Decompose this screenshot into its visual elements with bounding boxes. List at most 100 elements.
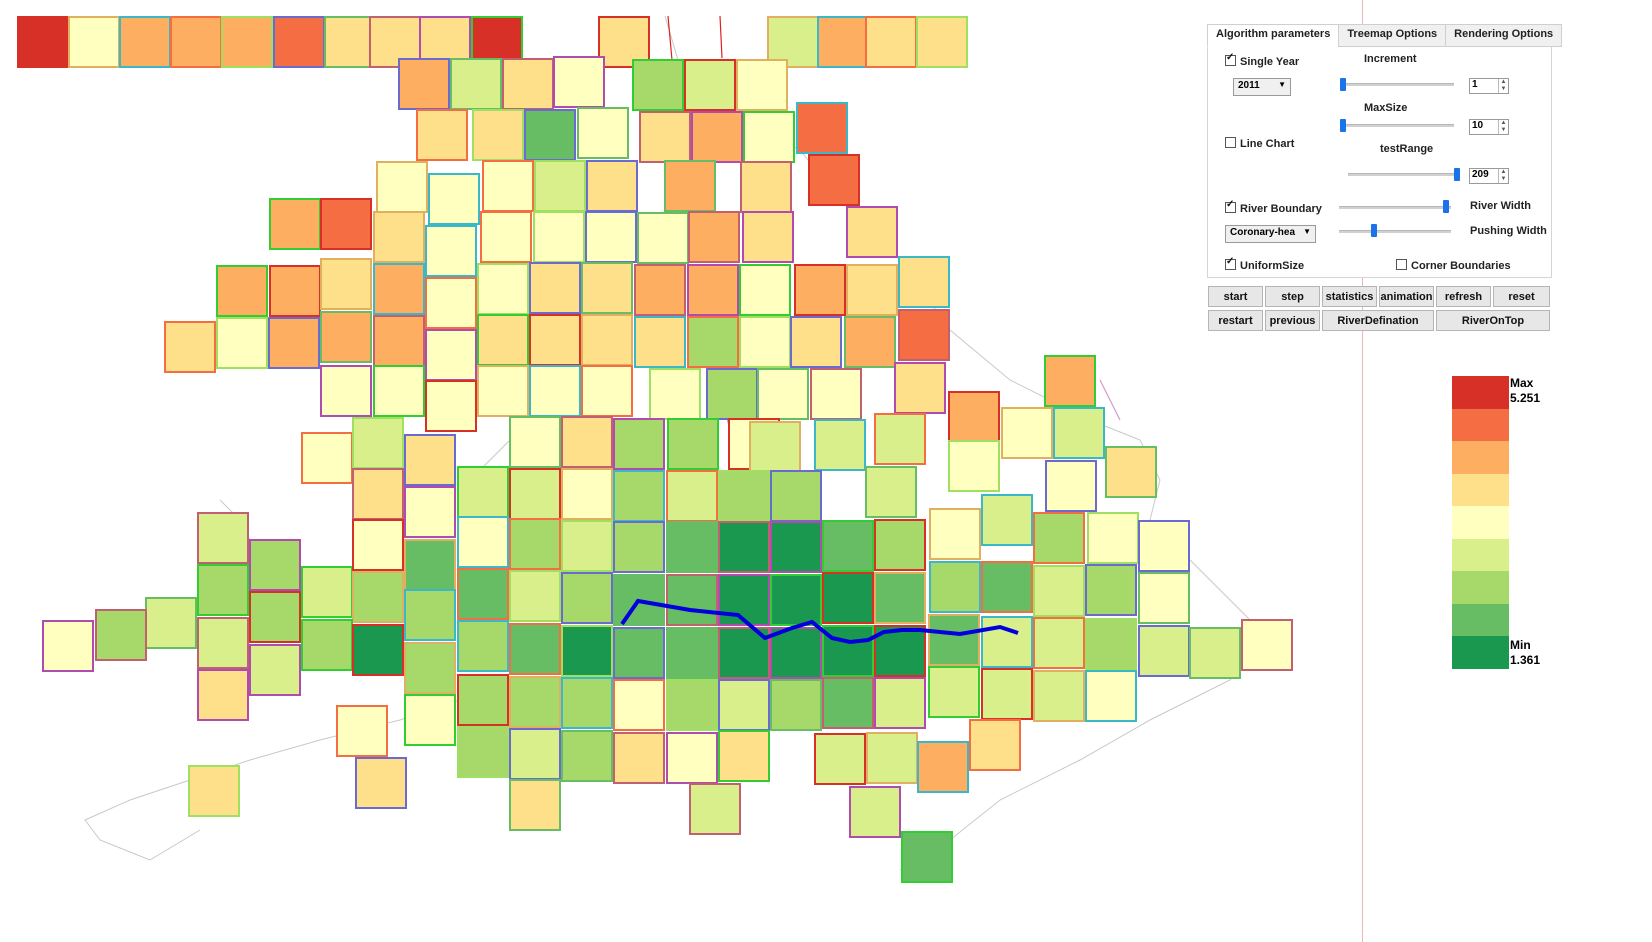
treemap-cell[interactable] [639,111,691,163]
treemap-cell[interactable] [743,111,795,163]
treemap-cell[interactable] [269,265,321,317]
treemap-cell[interactable] [613,418,665,470]
treemap-cell[interactable] [1138,520,1190,572]
treemap-cell[interactable] [524,109,576,161]
treemap-cell[interactable] [425,329,477,381]
treemap-cell[interactable] [928,666,980,718]
treemap-cell[interactable] [164,321,216,373]
treemap-cell[interactable] [844,316,896,368]
treemap-cell[interactable] [376,161,428,213]
treemap-cell[interactable] [273,16,325,68]
treemap-cell[interactable] [822,520,874,572]
treemap-cell[interactable] [598,16,650,68]
treemap-cell[interactable] [581,314,633,366]
treemap-cell[interactable] [684,59,736,111]
treemap-cell[interactable] [197,617,249,669]
treemap-cell[interactable] [664,160,716,212]
treemap-cell[interactable] [1044,355,1096,407]
treemap-cell[interactable] [269,198,321,250]
treemap-cell[interactable] [1033,565,1085,617]
treemap-cell[interactable] [585,211,637,263]
treemap-cell[interactable] [794,264,846,316]
checkbox-icon[interactable] [1225,52,1236,66]
treemap-cell[interactable] [634,316,686,368]
treemap-cell[interactable] [718,679,770,731]
treemap-cell[interactable] [534,160,586,212]
treemap-cell[interactable] [529,262,581,314]
step-button[interactable]: step [1265,286,1320,307]
treemap-cell[interactable] [666,521,718,573]
treemap-cell[interactable] [404,642,456,694]
treemap-cell[interactable] [553,56,605,108]
treemap-cell[interactable] [874,413,926,465]
treemap-cell[interactable] [188,765,240,817]
treemap-cell[interactable] [373,211,425,263]
treemap-cell[interactable] [894,362,946,414]
treemap-cell[interactable] [796,102,848,154]
treemap-cell[interactable] [689,783,741,835]
increment-stepper[interactable]: 1 ▲ ▼ [1469,78,1509,94]
treemap-cell[interactable] [482,160,534,212]
previous-button[interactable]: previous [1265,310,1320,331]
treemap-cell[interactable] [119,16,171,68]
treemap-cell[interactable] [866,732,918,784]
treemap-cell[interactable] [666,732,718,784]
treemap-cell[interactable] [586,160,638,212]
treemap-cell[interactable] [425,380,477,432]
maxsize-slider-thumb[interactable] [1340,119,1346,132]
reset-button[interactable]: reset [1493,286,1550,307]
treemap-cell[interactable] [667,418,719,470]
river-definition-button[interactable]: RiverDefination [1322,310,1434,331]
treemap-cell[interactable] [373,315,425,367]
treemap-cell[interactable] [502,58,554,110]
treemap-cell[interactable] [901,831,953,883]
corner-boundaries-checkbox[interactable]: Corner Boundaries [1396,259,1511,272]
treemap-cell[interactable] [1001,407,1053,459]
treemap-cell[interactable] [301,566,353,618]
treemap-cell[interactable] [509,416,561,468]
treemap-cell[interactable] [865,16,917,68]
treemap-cell[interactable] [981,668,1033,720]
treemap-cell[interactable] [849,786,901,838]
restart-button[interactable]: restart [1208,310,1263,331]
treemap-cell[interactable] [691,111,743,163]
treemap-cell[interactable] [1085,618,1137,670]
treemap-cell[interactable] [814,419,866,471]
line-chart-checkbox[interactable]: Line Chart [1225,137,1294,150]
treemap-cell[interactable] [533,211,585,263]
treemap-cell[interactable] [1033,512,1085,564]
treemap-cell[interactable] [739,264,791,316]
treemap-cell[interactable] [874,677,926,729]
treemap-cell[interactable] [457,568,509,620]
treemap-cell[interactable] [981,561,1033,613]
checkbox-icon[interactable] [1396,259,1407,270]
river-width-slider-thumb[interactable] [1443,200,1449,213]
tab-rendering-options[interactable]: Rendering Options [1445,24,1563,47]
treemap-cell[interactable] [457,466,509,518]
testrange-stepper[interactable]: 209 ▲ ▼ [1469,168,1509,184]
treemap-cell[interactable] [770,470,822,522]
treemap-cell[interactable] [613,521,665,573]
treemap-cell[interactable] [373,365,425,417]
treemap-cell[interactable] [767,16,819,68]
treemap-cell[interactable] [1033,617,1085,669]
treemap-cell[interactable] [634,264,686,316]
treemap-cell[interactable] [929,561,981,613]
treemap-cell[interactable] [324,16,376,68]
treemap-cell[interactable] [425,225,477,277]
treemap-cell[interactable] [42,620,94,672]
testrange-slider-thumb[interactable] [1454,168,1460,181]
treemap-cell[interactable] [17,16,69,68]
treemap-cell[interactable] [561,677,613,729]
tab-treemap-options[interactable]: Treemap Options [1338,24,1447,47]
dataset-select[interactable]: Coronary-hea ▼ [1225,225,1316,243]
treemap-cell[interactable] [757,368,809,420]
treemap-cell[interactable] [509,676,561,728]
uniform-size-checkbox[interactable]: UniformSize [1225,256,1304,272]
spin-arrows-icon[interactable]: ▲ ▼ [1498,169,1508,183]
treemap-cell[interactable] [577,107,629,159]
treemap-cell[interactable] [249,644,301,696]
treemap-cell[interactable] [1105,446,1157,498]
treemap-cell[interactable] [822,677,874,729]
treemap-cell[interactable] [197,669,249,721]
